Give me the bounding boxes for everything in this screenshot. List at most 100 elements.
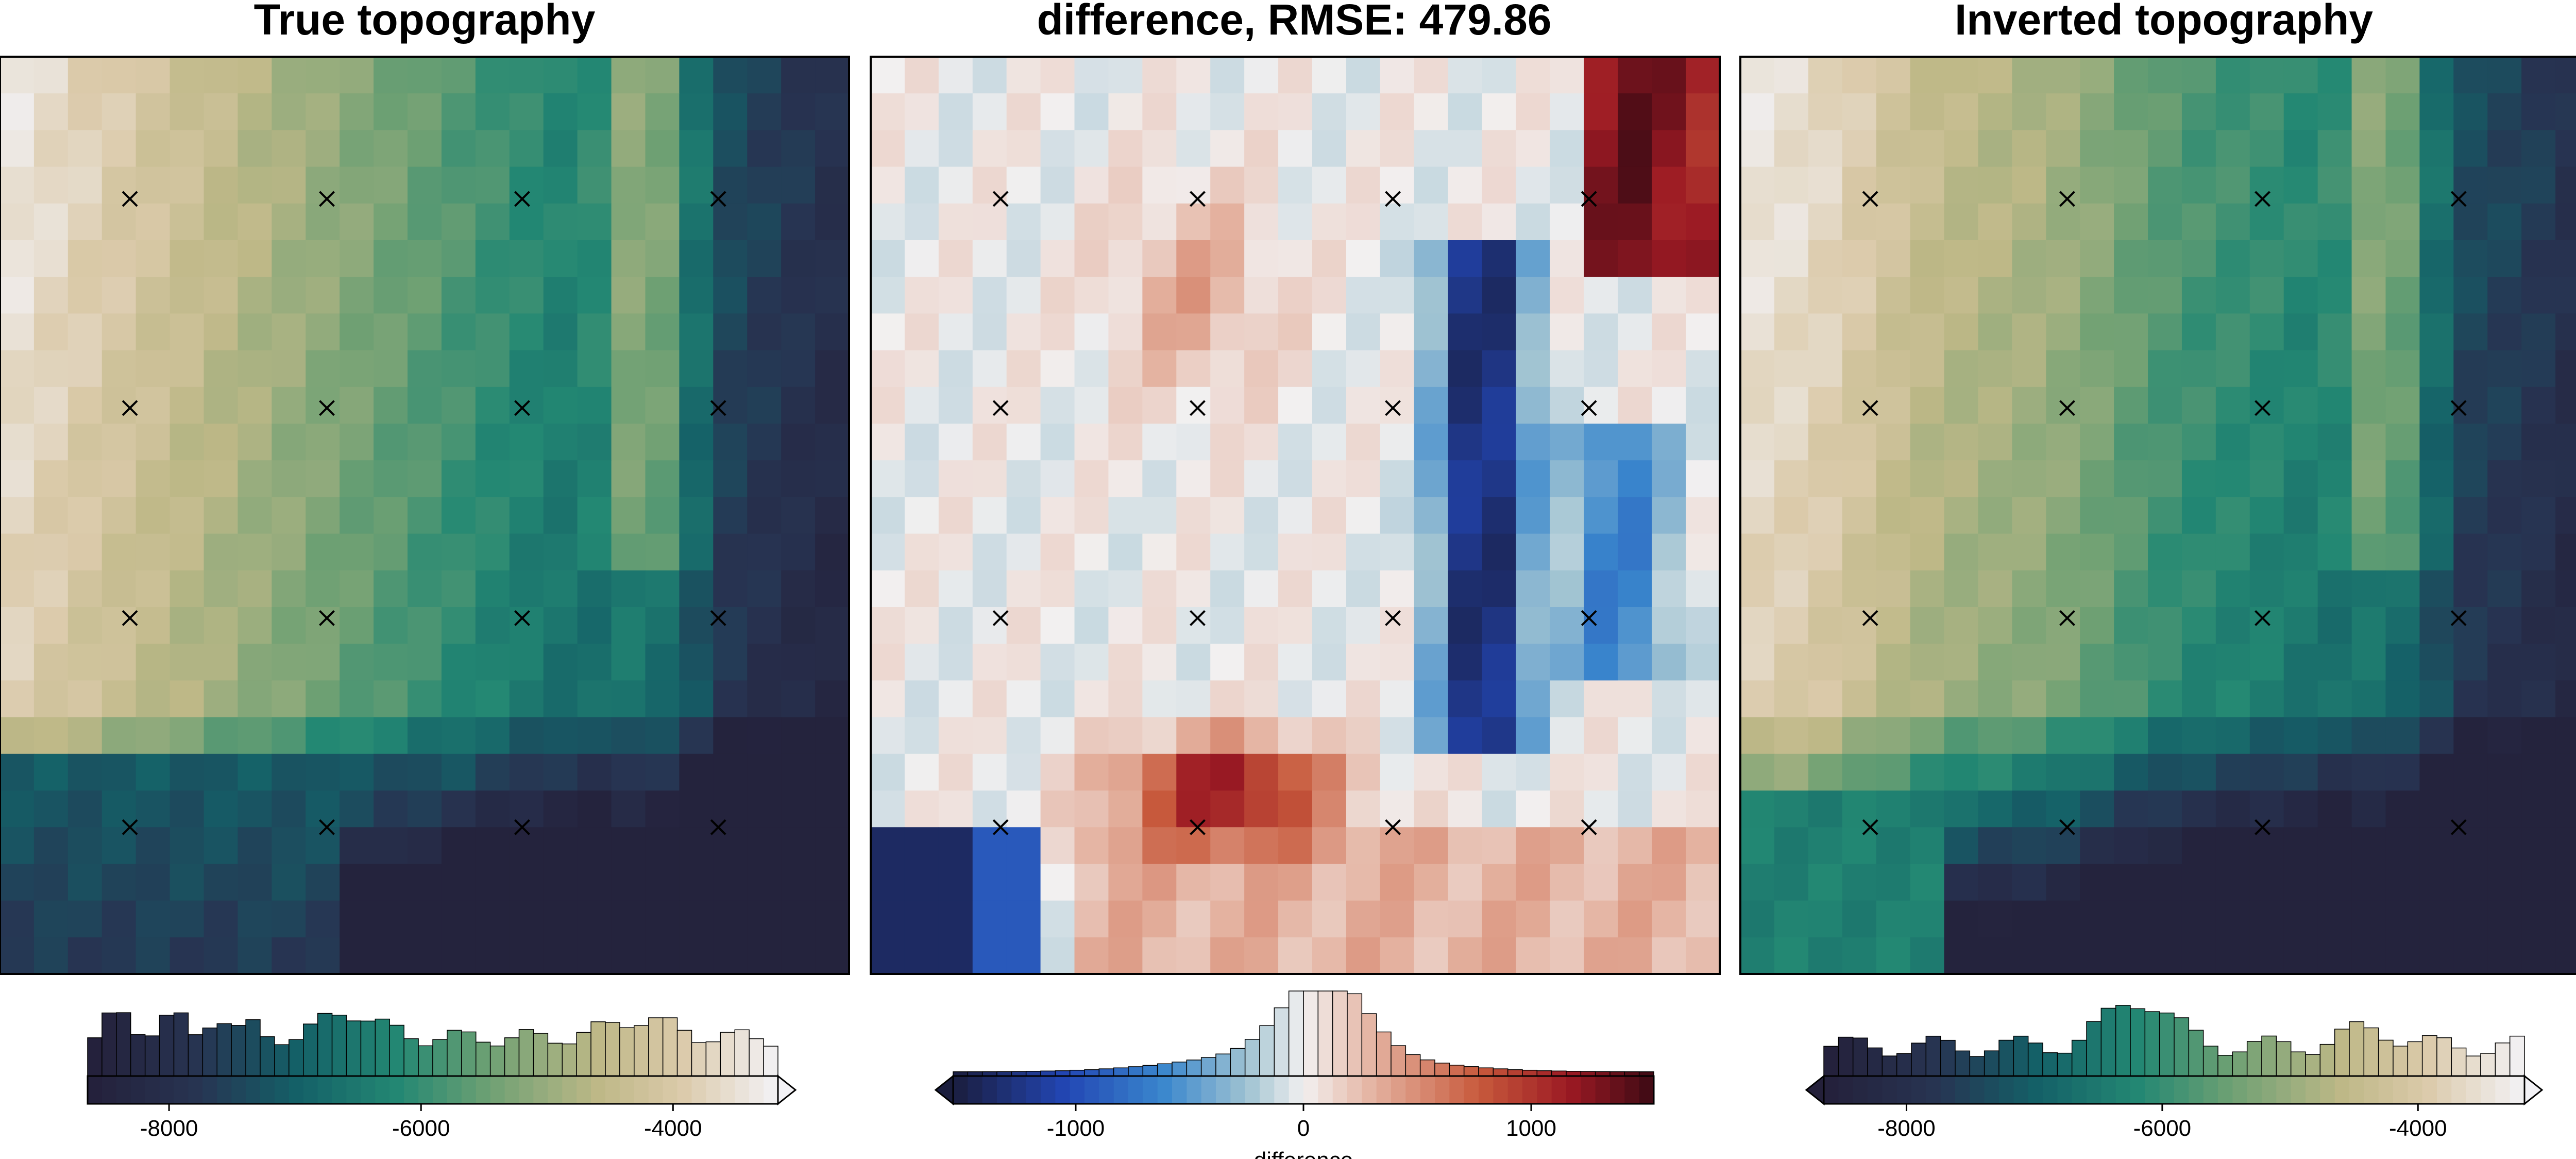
heatmap-cell — [1808, 350, 1843, 388]
heatmap-cell — [2555, 166, 2576, 204]
heatmap-cell — [781, 827, 816, 865]
heatmap-cell — [543, 350, 578, 388]
heatmap-cell — [1944, 313, 1979, 351]
heatmap-cell — [1686, 864, 1720, 901]
heatmap-cell — [272, 130, 307, 167]
heatmap-cell — [2555, 424, 2576, 461]
heatmap-cell — [781, 387, 816, 424]
heatmap-cell — [1380, 570, 1415, 608]
heatmap-cell — [1944, 350, 1979, 388]
colorbar-segment — [447, 1076, 462, 1104]
heatmap-cell — [543, 753, 578, 791]
heatmap-cell — [2181, 387, 2216, 424]
heatmap-cell — [1006, 827, 1041, 865]
colorbar-segment — [2013, 1076, 2029, 1104]
colorbar-segment — [246, 1076, 261, 1104]
heatmap-cell — [2080, 937, 2114, 975]
heatmap-cell — [1618, 166, 1652, 204]
heatmap-cell — [1176, 864, 1211, 901]
observation-marker — [2059, 819, 2075, 835]
heatmap-cell — [2555, 680, 2576, 718]
heatmap-cell — [1448, 130, 1483, 167]
heatmap-cell — [1910, 937, 1945, 975]
heatmap-cell — [2385, 497, 2420, 534]
histogram-bar — [331, 1015, 347, 1077]
heatmap-cell — [871, 313, 905, 351]
histogram-bar — [2378, 1039, 2394, 1077]
heatmap-cell — [1516, 313, 1551, 351]
heatmap-cell — [374, 166, 408, 204]
heatmap-cell — [408, 497, 442, 534]
heatmap-cell — [1040, 937, 1075, 975]
heatmap-cell — [2148, 570, 2182, 608]
colorbar-segment — [1391, 1076, 1406, 1104]
heatmap-cell — [2317, 753, 2352, 791]
heatmap-cell — [441, 93, 476, 131]
observation-marker — [1190, 191, 1206, 207]
heatmap-cell — [938, 570, 973, 608]
heatmap-cell — [1774, 937, 1809, 975]
heatmap-cell — [1808, 240, 1843, 277]
heatmap-cell — [2080, 460, 2114, 498]
heatmap-cell — [1910, 827, 1945, 865]
heatmap-cell — [938, 937, 973, 975]
heatmap-cell — [374, 827, 408, 865]
colorbar-segment — [1216, 1076, 1231, 1104]
heatmap-cell — [1686, 57, 1720, 94]
heatmap-cell — [1448, 644, 1483, 681]
observation-marker — [319, 400, 335, 416]
heatmap-cell — [204, 57, 239, 94]
heatmap-cell — [2317, 460, 2352, 498]
heatmap-cell — [1774, 791, 1809, 828]
heatmap-cell — [1842, 937, 1877, 975]
heatmap-cell — [2555, 497, 2576, 534]
heatmap-cell — [1740, 277, 1775, 314]
heatmap-cell — [1740, 240, 1775, 277]
heatmap-cell — [815, 570, 850, 608]
heatmap-cell — [374, 93, 408, 131]
heatmap-cell — [101, 240, 137, 277]
histogram-bar — [1230, 1048, 1246, 1077]
heatmap-cell — [1142, 424, 1177, 461]
heatmap-cell — [374, 791, 408, 828]
heatmap-cell — [2351, 680, 2386, 718]
heatmap-cell — [1414, 570, 1449, 608]
heatmap-cell — [1944, 827, 1979, 865]
heatmap-cell — [543, 937, 578, 975]
heatmap-cell — [2181, 350, 2216, 388]
heatmap-cell — [1584, 607, 1619, 644]
heatmap-cell — [509, 424, 544, 461]
heatmap-cell — [815, 277, 850, 314]
heatmap-cell — [871, 717, 905, 754]
heatmap-cell — [679, 864, 714, 901]
heatmap-cell — [67, 166, 103, 204]
heatmap-cell — [972, 864, 1007, 901]
colorbar-segment — [88, 1076, 103, 1104]
heatmap-cell — [2046, 497, 2080, 534]
heatmap-cell — [509, 203, 544, 241]
heatmap-cell — [1482, 387, 1517, 424]
heatmap-cell — [1278, 203, 1313, 241]
observation-markers — [122, 191, 726, 835]
heatmap-cell — [2351, 607, 2386, 644]
histogram-bar — [1303, 990, 1319, 1077]
heatmap-cell — [1210, 497, 1245, 534]
heatmap-cell — [2249, 130, 2284, 167]
colorbar-segment — [663, 1076, 678, 1104]
heatmap-cell — [1740, 313, 1775, 351]
heatmap-cell — [543, 900, 578, 938]
heatmap-cell — [2080, 753, 2114, 791]
observation-marker — [1190, 400, 1206, 416]
colorbar-segment — [764, 1076, 778, 1104]
heatmap-cell — [1808, 900, 1843, 938]
heatmap-cell — [1482, 680, 1517, 718]
histogram-bar — [1361, 1013, 1377, 1077]
heatmap-cell — [781, 277, 816, 314]
heatmap-cell — [2080, 240, 2114, 277]
heatmap-cell — [204, 93, 239, 131]
heatmap-cell — [1652, 277, 1686, 314]
heatmap-cell — [1910, 753, 1945, 791]
heatmap-cell — [871, 93, 905, 131]
heatmap-cell — [938, 350, 973, 388]
heatmap-cell — [1652, 424, 1686, 461]
